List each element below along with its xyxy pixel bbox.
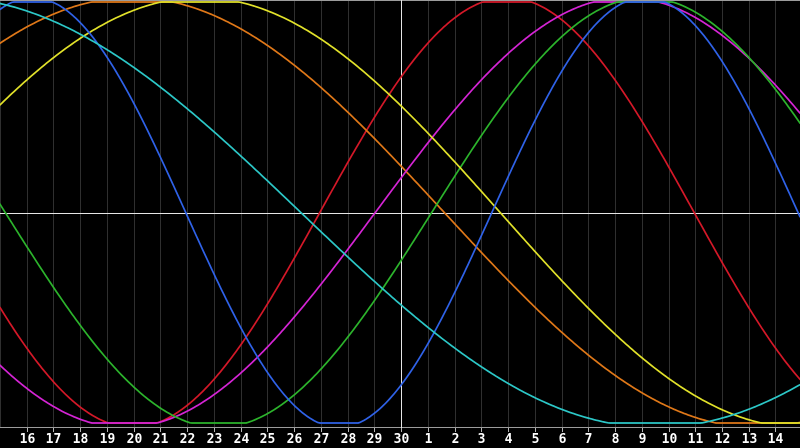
x-axis-label-3: 3 [478, 432, 486, 447]
x-axis-label-30: 30 [394, 432, 410, 447]
x-axis-label-16: 16 [20, 432, 36, 447]
axis-labels: 16 17 18 19 20 21 22 23 24 25 26 27 28 29 30 1 2 3 4 5 6 7 8 9 1… [20, 432, 784, 447]
x-axis-label-5: 5 [532, 432, 540, 447]
curve-blue-cycle [0, 1, 800, 424]
x-axis-label-28: 28 [341, 432, 357, 447]
cycle-curves [0, 1, 800, 424]
x-axis-label-22: 22 [180, 432, 196, 447]
x-axis-label-9: 9 [639, 432, 647, 447]
x-axis-label-21: 21 [153, 432, 169, 447]
x-axis-label-8: 8 [612, 432, 620, 447]
axis-ticks [27, 428, 776, 432]
x-axis-label-20: 20 [127, 432, 143, 447]
x-axis-label-1: 1 [425, 432, 433, 447]
x-axis-label-4: 4 [505, 432, 513, 447]
x-axis-label-29: 29 [367, 432, 383, 447]
x-axis-label-18: 18 [73, 432, 89, 447]
x-axis-label-7: 7 [585, 432, 593, 447]
x-axis-label-17: 17 [46, 432, 62, 447]
x-axis-label-25: 25 [260, 432, 276, 447]
x-axis-label-26: 26 [287, 432, 303, 447]
curve-orange-cycle [0, 1, 800, 424]
x-axis-label-11: 11 [688, 432, 704, 447]
x-axis-label-13: 13 [742, 432, 758, 447]
x-axis-label-27: 27 [314, 432, 330, 447]
x-axis-label-19: 19 [100, 432, 116, 447]
curve-yellow-cycle [0, 1, 800, 424]
x-axis-label-6: 6 [559, 432, 567, 447]
x-axis-label-14: 14 [768, 432, 784, 447]
x-axis-label-2: 2 [452, 432, 460, 447]
curve-cyan-cycle [0, 2, 800, 424]
x-axis-label-24: 24 [234, 432, 250, 447]
x-axis-label-12: 12 [715, 432, 731, 447]
x-axis-label-23: 23 [207, 432, 223, 447]
curve-magenta-cycle [0, 1, 800, 424]
x-axis-label-10: 10 [662, 432, 678, 447]
